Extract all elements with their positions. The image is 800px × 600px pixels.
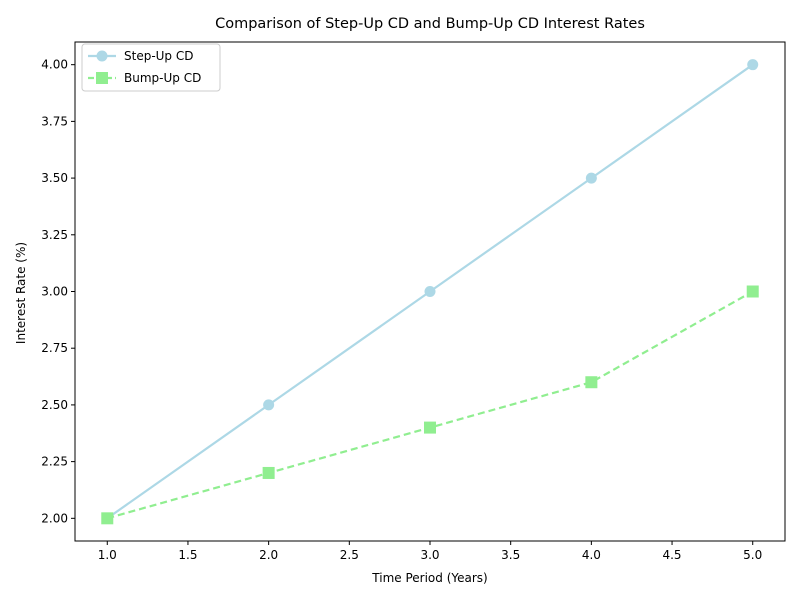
y-axis-title: Interest Rate (%) — [14, 242, 28, 344]
x-tick-label: 4.0 — [582, 548, 601, 562]
data-point — [746, 285, 759, 298]
plot-frame — [74, 41, 786, 542]
y-tick-label: 2.75 — [41, 341, 68, 355]
legend-marker — [96, 72, 108, 84]
y-tick-label: 3.25 — [41, 228, 68, 242]
y-tick-label: 4.00 — [41, 58, 68, 72]
data-point — [585, 172, 597, 184]
chart-title: Comparison of Step-Up CD and Bump-Up CD … — [215, 16, 645, 32]
y-tick-label: 2.00 — [41, 511, 68, 525]
x-tick-label: 2.0 — [259, 548, 278, 562]
y-tick-label: 3.75 — [41, 114, 68, 128]
x-tick-label: 5.0 — [743, 548, 762, 562]
x-tick-label: 3.5 — [501, 548, 520, 562]
y-tick-label: 3.50 — [41, 171, 68, 185]
legend-marker — [96, 50, 108, 62]
plot-area: 1.0 1.5 2.0 2.5 3.0 3.5 4.0 4.5 5.0 2.00 2.25 2.50 2… — [41, 41, 786, 562]
y-tick-label: 2.50 — [41, 398, 68, 412]
x-axis-title: Time Period (Years) — [371, 571, 487, 585]
x-tick-label: 3.0 — [420, 548, 439, 562]
y-tick-label: 2.25 — [41, 455, 68, 469]
legend: Step-Up CD Bump-Up CD — [81, 43, 221, 92]
data-point — [747, 59, 759, 71]
x-tick-label: 2.5 — [340, 548, 359, 562]
y-tick-label: 3.00 — [41, 285, 68, 299]
data-point — [424, 286, 436, 297]
data-point — [101, 512, 114, 525]
x-tick-label: 4.5 — [662, 548, 681, 562]
x-tick-label: 1.5 — [178, 548, 197, 562]
data-point — [424, 421, 436, 434]
x-tick-label: 1.0 — [98, 548, 117, 562]
legend-label: Step-Up CD — [124, 49, 194, 63]
data-point — [262, 466, 275, 479]
legend-label: Bump-Up CD — [124, 71, 201, 85]
data-point — [585, 376, 598, 389]
series-line-2 — [106, 290, 754, 520]
legend-box — [81, 43, 221, 92]
data-point — [263, 399, 275, 411]
